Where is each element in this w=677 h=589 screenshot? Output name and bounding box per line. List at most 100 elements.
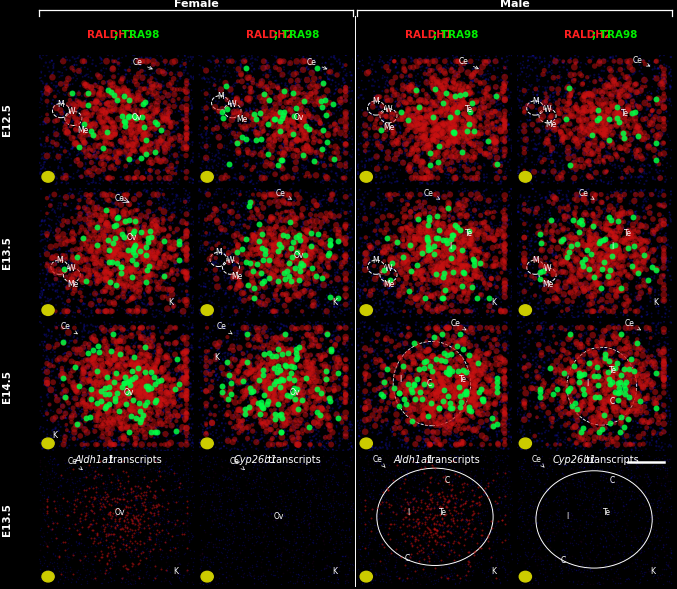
Point [267, 333, 278, 343]
Point [78, 383, 89, 393]
Point [659, 253, 670, 262]
Point [530, 463, 541, 472]
Point [125, 95, 135, 105]
Point [586, 519, 596, 528]
Point [233, 103, 244, 112]
Point [441, 573, 452, 583]
Point [337, 479, 348, 488]
Point [285, 294, 296, 304]
Point [492, 409, 503, 418]
Point [581, 284, 592, 294]
Point [611, 91, 621, 101]
Point [585, 97, 596, 106]
Point [639, 190, 650, 200]
Point [455, 524, 466, 533]
Point [450, 248, 460, 257]
Point [376, 418, 387, 427]
Point [118, 97, 129, 107]
Point [660, 255, 671, 264]
Point [246, 562, 257, 572]
Point [444, 215, 455, 224]
Point [393, 373, 404, 382]
Point [300, 92, 311, 102]
Point [652, 145, 663, 155]
Point [434, 421, 445, 430]
Point [608, 556, 619, 565]
Point [492, 538, 502, 547]
Point [450, 235, 460, 244]
Point [305, 472, 315, 481]
Point [288, 135, 299, 145]
Point [105, 359, 116, 369]
Point [440, 399, 451, 409]
Point [345, 190, 355, 199]
Point [570, 84, 581, 93]
Point [401, 409, 412, 418]
Point [159, 57, 170, 66]
Point [395, 552, 406, 562]
Point [616, 399, 627, 408]
Point [380, 171, 391, 180]
Point [199, 366, 210, 376]
Point [632, 213, 643, 223]
Point [450, 96, 461, 105]
Point [419, 341, 430, 350]
Point [477, 259, 487, 269]
Point [343, 129, 354, 138]
Point [171, 252, 181, 262]
Point [442, 107, 453, 117]
Point [397, 371, 408, 380]
Point [320, 154, 330, 163]
Point [210, 361, 221, 370]
Point [41, 539, 51, 548]
Point [250, 123, 261, 132]
Point [57, 413, 68, 422]
Point [579, 401, 590, 410]
Point [538, 486, 548, 495]
Point [584, 204, 594, 214]
Point [418, 130, 429, 140]
Point [418, 379, 429, 389]
Point [496, 161, 506, 171]
Point [64, 161, 75, 170]
Point [329, 382, 340, 391]
Point [95, 176, 106, 185]
Point [420, 131, 431, 140]
Point [477, 489, 488, 499]
Point [336, 418, 347, 427]
Point [626, 85, 636, 95]
Point [225, 418, 236, 428]
Point [592, 233, 603, 242]
Point [564, 235, 575, 244]
Point [376, 521, 387, 530]
Point [435, 357, 445, 366]
Point [639, 180, 650, 189]
Point [540, 193, 550, 202]
Point [143, 337, 154, 347]
Point [199, 479, 210, 488]
Point [168, 398, 179, 408]
Point [571, 203, 582, 212]
Point [95, 52, 106, 62]
Point [301, 141, 312, 150]
Point [450, 65, 461, 75]
Point [586, 358, 596, 367]
Point [444, 572, 455, 581]
Point [598, 412, 609, 421]
Point [103, 350, 114, 359]
Point [119, 133, 130, 143]
Point [607, 197, 618, 207]
Point [486, 360, 497, 370]
Point [310, 392, 321, 402]
Point [532, 360, 543, 369]
Point [475, 450, 486, 459]
Point [286, 76, 297, 85]
Point [414, 370, 425, 379]
Point [584, 346, 595, 355]
Point [615, 524, 626, 533]
Point [401, 294, 412, 304]
Point [96, 412, 107, 421]
Point [88, 513, 99, 522]
Point [310, 387, 321, 396]
Point [290, 145, 301, 154]
